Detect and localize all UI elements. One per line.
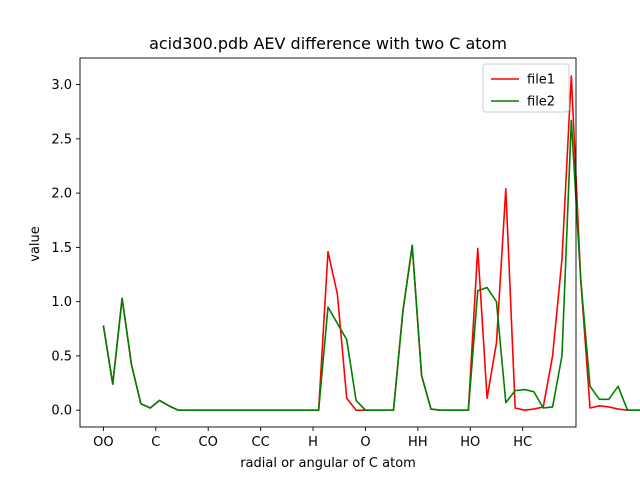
legend-box xyxy=(482,63,570,113)
y-axis-label: value xyxy=(28,226,43,262)
y-tick-label-1.5: 1.5 xyxy=(51,241,72,256)
x-tick-label-HO: HO xyxy=(460,435,480,450)
axes-frame xyxy=(79,57,577,428)
x-tick-label-HC: HC xyxy=(513,435,532,450)
x-tick-label-CO: CO xyxy=(199,435,218,450)
x-axis-label: radial or angular of C atom xyxy=(240,456,416,471)
x-tick-label-O: O xyxy=(360,435,370,450)
legend-label-file1: file1 xyxy=(527,73,555,88)
series-line-file2 xyxy=(102,119,640,411)
x-tick-label-HH: HH xyxy=(408,435,428,450)
x-tick-label-H: H xyxy=(308,435,318,450)
plot-area: OO C CO CC H O HH HO HC0.00.51.01.52.02.53.0 file… xyxy=(51,57,640,450)
y-tick-label-3.0: 3.0 xyxy=(51,78,72,93)
x-tick-label-OO: OO xyxy=(93,435,113,450)
y-tick-label-0.5: 0.5 xyxy=(51,349,72,364)
y-tick-label-2.5: 2.5 xyxy=(51,132,72,147)
y-tick-label-0.0: 0.0 xyxy=(51,404,72,419)
y-tick-label-1.0: 1.0 xyxy=(51,295,72,310)
legend-label-file2: file2 xyxy=(527,95,555,110)
y-tick-label-2.0: 2.0 xyxy=(51,187,72,202)
chart-title: acid300.pdb AEV difference with two C at… xyxy=(149,34,507,53)
x-tick-label-CC: CC xyxy=(252,435,270,450)
x-tick-label-C: C xyxy=(151,435,160,450)
